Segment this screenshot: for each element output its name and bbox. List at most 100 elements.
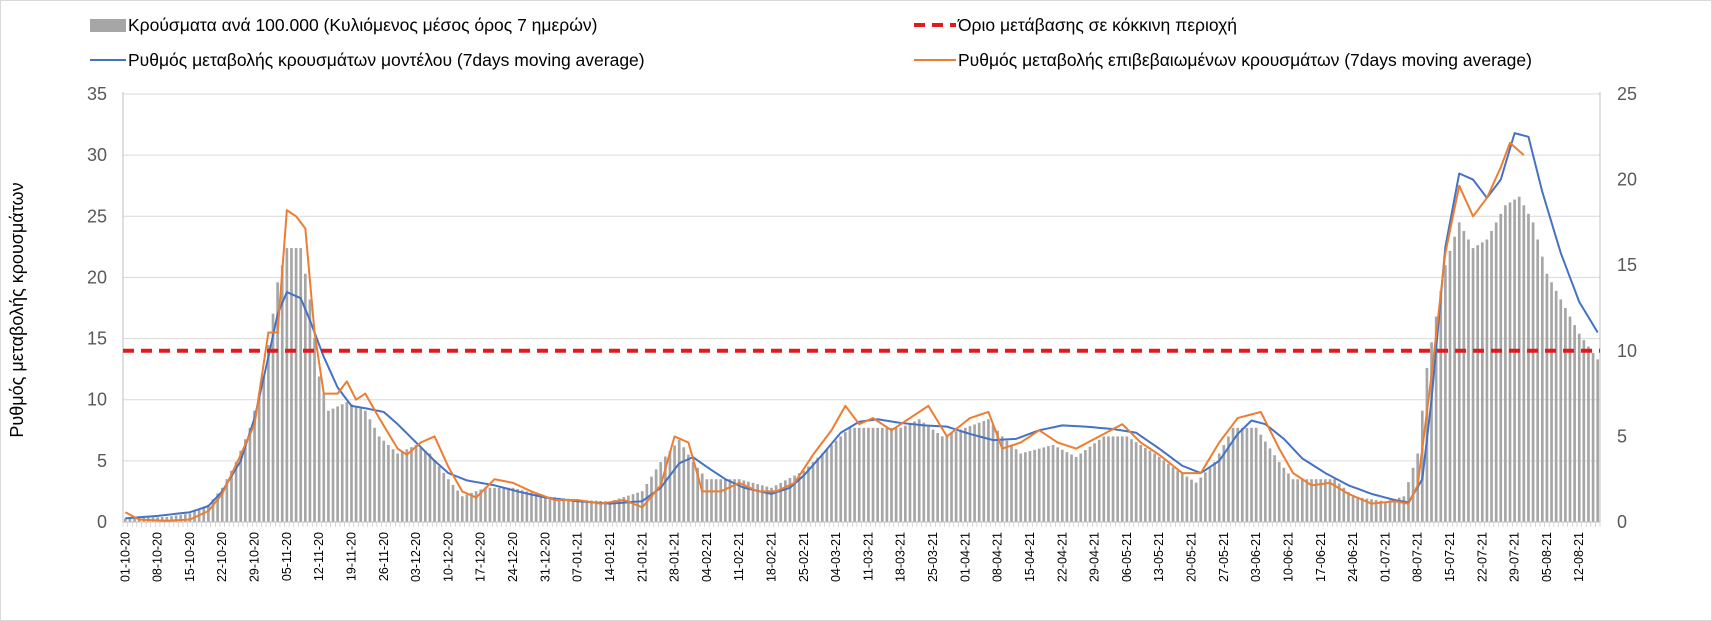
bar xyxy=(1351,496,1355,522)
bar xyxy=(1527,213,1530,522)
bar xyxy=(1042,447,1046,522)
bar xyxy=(1093,443,1096,522)
bar xyxy=(230,470,233,522)
bar xyxy=(807,466,810,522)
bar-series-cases xyxy=(123,196,1600,523)
x-tick-label: 06-05-21 xyxy=(1120,532,1134,582)
bar xyxy=(1120,436,1124,522)
bar xyxy=(1157,456,1161,522)
bar xyxy=(391,449,395,522)
legend-label-bars: Κρούσματα ανά 100.000 (Κυλιόμενος μέσος … xyxy=(128,15,597,35)
bar xyxy=(1000,436,1004,522)
bar xyxy=(908,423,912,522)
bar xyxy=(1337,483,1341,522)
bar xyxy=(202,507,206,522)
x-tick-label: 15-04-21 xyxy=(1023,532,1037,582)
bar xyxy=(557,497,561,522)
legend-item-threshold: Όριο μετάβασης σε κόκκινη περιοχή xyxy=(914,15,1237,35)
bar xyxy=(322,393,326,522)
bar xyxy=(243,439,247,522)
bar xyxy=(696,467,699,522)
bar xyxy=(1319,479,1323,522)
bar xyxy=(1439,290,1443,522)
bar xyxy=(1005,440,1009,522)
bar xyxy=(516,488,519,522)
bar xyxy=(931,429,935,522)
bar xyxy=(1070,454,1073,522)
bar xyxy=(1231,427,1235,522)
bar xyxy=(1397,497,1401,522)
bar xyxy=(936,432,939,522)
bar xyxy=(276,282,279,522)
bar xyxy=(1420,410,1424,522)
tick-labels: 0 5 10 15 20 25 30 35 0 5 10 15 20 25 01-10-20 08-10-20… xyxy=(87,84,1637,582)
bar xyxy=(128,518,132,522)
bar xyxy=(654,469,658,522)
bar xyxy=(1213,462,1216,522)
y-left-tick-35: 35 xyxy=(87,84,107,104)
bar xyxy=(1051,444,1055,522)
legend-label-model-line: Ρυθμός μεταβολής κρουσμάτων μοντέλου (7d… xyxy=(128,50,645,70)
x-tick-label: 01-10-20 xyxy=(118,532,132,582)
bar xyxy=(1111,436,1115,522)
bar xyxy=(825,449,829,522)
bar xyxy=(133,518,136,522)
bar xyxy=(1342,487,1346,522)
bar xyxy=(502,487,506,522)
bar xyxy=(1324,479,1327,522)
legend-item-bars: Κρούσματα ανά 100.000 (Κυλιόμενος μέσος … xyxy=(90,15,597,35)
bar xyxy=(1517,196,1521,522)
bar xyxy=(571,499,575,522)
x-tick-label: 07-01-21 xyxy=(571,532,585,582)
bar xyxy=(1550,282,1553,522)
bar xyxy=(1024,452,1027,522)
bar xyxy=(174,515,178,522)
bar xyxy=(691,462,695,522)
x-tick-label: 22-07-21 xyxy=(1475,532,1489,582)
bar xyxy=(1194,482,1198,522)
bar xyxy=(400,451,404,522)
bar xyxy=(423,450,427,522)
bar xyxy=(617,498,621,522)
bar xyxy=(1596,359,1600,522)
bar xyxy=(248,427,252,522)
bar xyxy=(1434,316,1438,522)
bar xyxy=(1125,436,1129,522)
bar xyxy=(613,499,616,522)
bar xyxy=(904,425,907,522)
bar xyxy=(1490,230,1493,522)
bar xyxy=(451,484,455,522)
bar xyxy=(1480,242,1484,522)
bar xyxy=(539,495,543,522)
bar xyxy=(1462,230,1466,522)
bar xyxy=(377,436,381,522)
bar xyxy=(779,482,783,522)
bar xyxy=(1227,436,1230,522)
bar xyxy=(880,427,884,522)
bar xyxy=(590,500,593,522)
bar xyxy=(724,479,727,522)
bar xyxy=(830,444,833,522)
bar xyxy=(1457,222,1461,522)
bar xyxy=(1240,427,1244,522)
bar xyxy=(700,473,704,522)
bar xyxy=(442,472,446,522)
bar xyxy=(1513,199,1516,522)
bar xyxy=(1522,205,1526,522)
bar xyxy=(797,473,801,522)
bar xyxy=(668,450,672,522)
bar xyxy=(562,498,566,522)
bar xyxy=(1208,467,1212,522)
y-right-tick-20: 20 xyxy=(1617,170,1637,190)
bar xyxy=(1060,449,1064,522)
bar xyxy=(387,444,390,522)
bar xyxy=(465,494,469,522)
bar xyxy=(1037,448,1041,522)
bar xyxy=(1204,472,1207,522)
bar xyxy=(1360,497,1364,522)
legend-label-confirmed-line: Ρυθμός μεταβολής επιβεβαιωμένων κρουσμάτ… xyxy=(958,50,1532,70)
bar xyxy=(460,496,464,522)
bar xyxy=(742,480,746,522)
bar xyxy=(359,408,363,522)
